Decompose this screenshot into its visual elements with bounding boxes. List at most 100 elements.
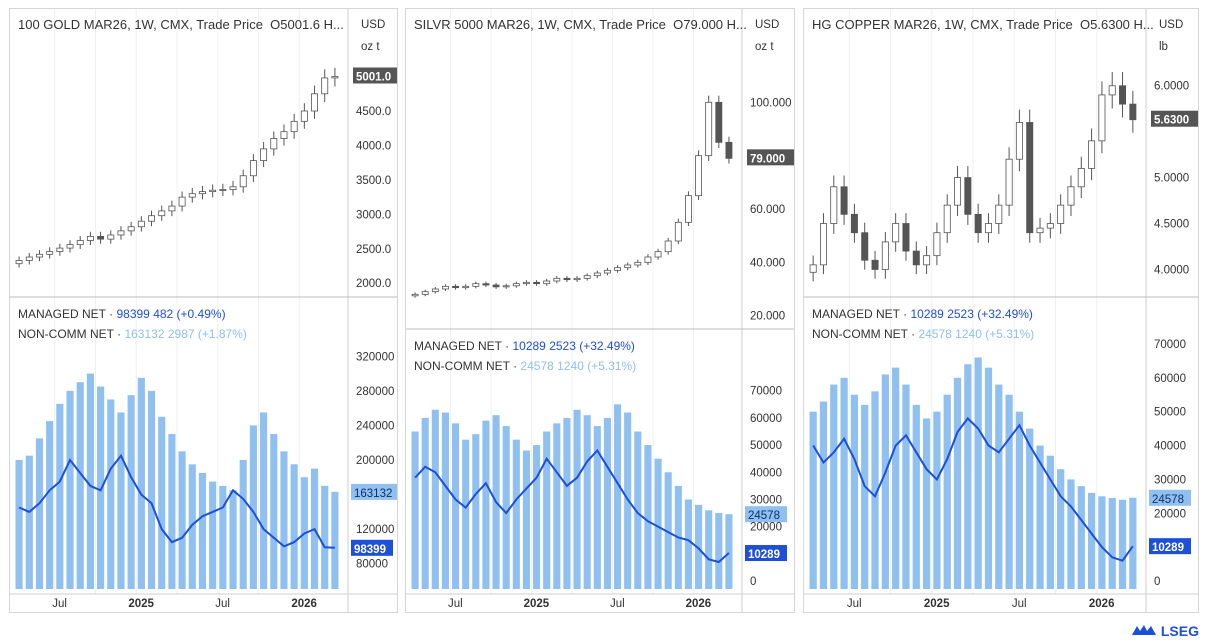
candle-body bbox=[502, 285, 510, 288]
candle-body bbox=[36, 253, 43, 258]
time-axis-label: 2025 bbox=[128, 598, 154, 610]
lseg-mark-icon bbox=[1131, 625, 1156, 635]
noncomm-bar bbox=[1067, 479, 1075, 589]
copper-chart: 6.0000 5.6300 5.0000 4.5000 4.0000 70000 60000… bbox=[804, 9, 1198, 612]
price-tick-label: 4000.0 bbox=[356, 140, 391, 152]
ind-tick-label: 40000 bbox=[1154, 441, 1186, 453]
noncomm-bar bbox=[583, 415, 591, 589]
time-axis-label: Jul bbox=[52, 598, 67, 610]
noncomm-bar bbox=[127, 395, 135, 589]
noncomm-bar bbox=[522, 450, 530, 589]
candle-body bbox=[674, 221, 682, 242]
candle-body bbox=[260, 148, 268, 161]
noncomm-bar bbox=[421, 417, 429, 589]
candle-body bbox=[178, 196, 186, 207]
noncomm-bar bbox=[1046, 455, 1054, 589]
noncomm-bar bbox=[603, 417, 611, 589]
price-tick-label: 40.000 bbox=[750, 257, 785, 269]
copper-panel[interactable]: 6.0000 5.6300 5.0000 4.5000 4.0000 70000 60000… bbox=[803, 8, 1199, 613]
candle-body bbox=[573, 277, 581, 281]
ind-tick-label: 80000 bbox=[356, 559, 388, 571]
ind-tick-label: 50000 bbox=[750, 440, 782, 452]
ind-tick-label: 70000 bbox=[1154, 339, 1186, 351]
noncomm-bar bbox=[543, 431, 551, 589]
noncomm-bar bbox=[819, 401, 828, 589]
copper-title: HG COPPER MAR26, 1W, CMX, Trade Price O5… bbox=[812, 17, 1154, 32]
managed-net-line bbox=[812, 416, 1134, 562]
candle-body bbox=[137, 220, 145, 228]
candle-body bbox=[452, 285, 460, 289]
gold-currency: USD oz t bbox=[361, 19, 386, 53]
candle-body bbox=[482, 283, 490, 286]
candle-body bbox=[300, 110, 308, 122]
candle-body bbox=[442, 285, 449, 290]
noncomm-bar bbox=[553, 423, 561, 589]
price-tick-label: 2500.0 bbox=[356, 244, 391, 256]
price-tick-label: 5.0000 bbox=[1154, 173, 1189, 185]
price-tick-label: 3000.0 bbox=[356, 209, 391, 221]
noncomm-bar bbox=[715, 513, 723, 589]
time-axis-label: Jul bbox=[448, 598, 463, 610]
candle-body bbox=[1088, 140, 1096, 169]
gold-title: 100 GOLD MAR26, 1W, CMX, Trade Price O50… bbox=[18, 17, 344, 32]
noncomm-bar bbox=[270, 434, 278, 589]
candle-body bbox=[311, 93, 318, 112]
candle-body bbox=[964, 177, 972, 215]
ind-tick-label: 20000 bbox=[1154, 508, 1186, 520]
noncomm-bar bbox=[1118, 499, 1127, 589]
noncomm-bar bbox=[178, 451, 186, 589]
candle-body bbox=[705, 101, 713, 157]
candle-body bbox=[1046, 223, 1054, 229]
silver-panel[interactable]: 100.000 79.000 60.000 40.000 20.000 70000 6000… bbox=[405, 8, 795, 613]
ind-tick-label: 30000 bbox=[1154, 474, 1186, 486]
candle-body bbox=[664, 240, 672, 253]
managed-net-line bbox=[414, 448, 730, 564]
candle-body bbox=[15, 260, 23, 265]
candle-body bbox=[1119, 85, 1127, 105]
price-last-tag bbox=[353, 67, 397, 84]
candle-body bbox=[995, 204, 1003, 224]
noncomm-last-tag bbox=[745, 506, 787, 523]
candle-body bbox=[850, 213, 858, 234]
candle-body bbox=[290, 120, 298, 133]
noncomm-bar bbox=[533, 445, 541, 589]
candle-body bbox=[127, 226, 135, 232]
noncomm-bar bbox=[452, 423, 460, 589]
candle-body bbox=[543, 280, 551, 285]
noncomm-bar bbox=[684, 499, 692, 589]
candle-body bbox=[923, 255, 931, 266]
gold-noncomm-legend: NON-COMM NET · 163132 2987 (+1.87%) bbox=[18, 327, 247, 341]
noncomm-bar bbox=[1077, 486, 1085, 589]
noncomm-bar bbox=[280, 451, 288, 589]
candle-body bbox=[280, 131, 288, 139]
gold-panel[interactable]: 5001.0 4500.0 4000.0 3500.0 3000.0 2500.0 2000… bbox=[9, 8, 398, 613]
noncomm-bar bbox=[117, 412, 125, 589]
noncomm-last-tag bbox=[1149, 489, 1191, 506]
noncomm-bar bbox=[614, 404, 622, 589]
candle-body bbox=[209, 189, 217, 193]
candle-body bbox=[563, 277, 571, 281]
candle-body bbox=[974, 213, 982, 234]
noncomm-bar bbox=[892, 367, 900, 589]
candle-body bbox=[270, 138, 278, 150]
noncomm-bar bbox=[290, 464, 298, 589]
noncomm-bar bbox=[995, 384, 1003, 589]
candle-body bbox=[644, 256, 652, 263]
noncomm-bar bbox=[830, 384, 838, 589]
candle-body bbox=[1026, 122, 1034, 234]
copper-noncomm-legend: NON-COMM NET · 24578 1240 (+5.31%) bbox=[812, 327, 1035, 341]
noncomm-bar bbox=[902, 384, 910, 589]
ind-tick-label: 30000 bbox=[750, 494, 782, 506]
candle-body bbox=[533, 281, 541, 285]
candle-body bbox=[66, 244, 74, 249]
ind-tick-label: 60000 bbox=[1154, 373, 1186, 385]
lseg-logo: LSEG bbox=[1131, 623, 1199, 639]
candle-body bbox=[881, 241, 889, 270]
silver-currency: USD oz t bbox=[755, 19, 780, 53]
candle-body bbox=[321, 77, 329, 95]
candle-body bbox=[229, 186, 237, 190]
noncomm-bar bbox=[512, 439, 520, 589]
noncomm-bar bbox=[964, 364, 972, 589]
ind-tick-label: 50000 bbox=[1154, 407, 1186, 419]
managed-last-tag bbox=[1149, 538, 1191, 555]
